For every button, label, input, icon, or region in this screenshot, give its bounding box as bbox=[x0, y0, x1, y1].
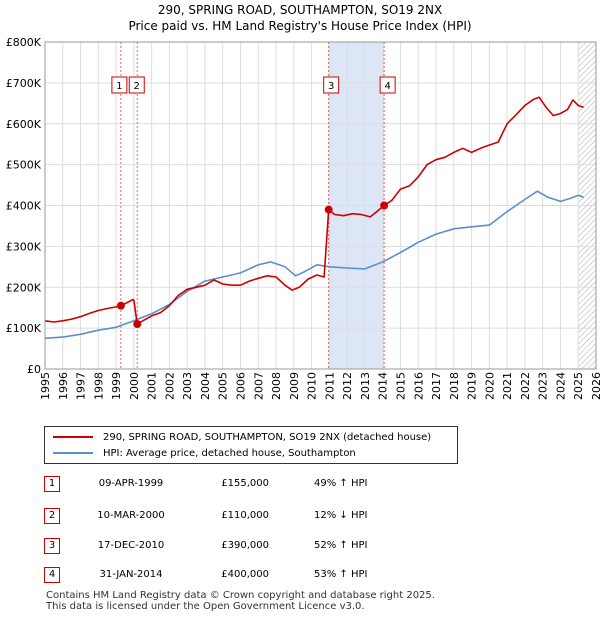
y-tick-label: £800K bbox=[6, 36, 42, 49]
attribution: Contains HM Land Registry data © Crown c… bbox=[46, 590, 435, 612]
transaction-hpi-change: 49% ↑ HPI bbox=[314, 478, 368, 489]
x-tick-label: 2011 bbox=[323, 372, 336, 400]
marker-number-box bbox=[323, 76, 340, 94]
property-price-line bbox=[44, 96, 584, 325]
y-tick-label: £300K bbox=[6, 240, 42, 253]
legend-label-hpi: HPI: Average price, detached house, Sout… bbox=[103, 447, 356, 459]
y-tick-label: £400K bbox=[6, 200, 42, 213]
legend-item-hpi: HPI: Average price, detached house, Sout… bbox=[53, 446, 356, 460]
marker-number-box bbox=[379, 76, 396, 94]
x-tick-label: 2021 bbox=[501, 372, 514, 400]
x-tick-label: 2025 bbox=[572, 372, 585, 400]
y-tick-label: £200K bbox=[6, 281, 42, 294]
x-tick-label: 2016 bbox=[412, 372, 425, 400]
transaction-hpi-change: 12% ↓ HPI bbox=[314, 510, 368, 521]
attribution-line-1: Contains HM Land Registry data © Crown c… bbox=[46, 590, 435, 601]
y-tick-label: £0 bbox=[27, 363, 41, 376]
price-chart: £0 £100K £200K £300K £400K £500K £600K £700K £80… bbox=[6, 36, 600, 400]
transaction-price: £110,000 bbox=[221, 510, 269, 521]
transaction-hpi-change: 53% ↑ HPI bbox=[314, 569, 368, 580]
sale-point bbox=[324, 205, 333, 214]
x-tick-label: 2019 bbox=[466, 372, 479, 400]
transaction-price: £390,000 bbox=[221, 540, 269, 551]
transaction-number-badge: 4 bbox=[44, 567, 60, 583]
x-tick-label: 2014 bbox=[377, 372, 390, 400]
transaction-date: 17-DEC-2010 bbox=[97, 540, 165, 551]
legend-item-property: 290, SPRING ROAD, SOUTHAMPTON, SO19 2NX … bbox=[53, 430, 431, 444]
x-tick-label: 1999 bbox=[110, 372, 123, 400]
hpi-line bbox=[44, 190, 584, 340]
marker-number-label: 4 bbox=[384, 81, 390, 92]
transaction-date: 09-APR-1999 bbox=[98, 478, 164, 489]
x-tick-label: 2012 bbox=[341, 372, 354, 400]
x-tick-label: 2008 bbox=[270, 372, 283, 400]
x-tick-label: 2002 bbox=[163, 372, 176, 400]
x-tick-label: 2006 bbox=[235, 372, 248, 400]
transaction-date: 31-JAN-2014 bbox=[99, 569, 163, 580]
transaction-number-badge: 1 bbox=[44, 476, 60, 492]
sale-point bbox=[133, 320, 142, 329]
marker-number-label: 3 bbox=[328, 81, 334, 92]
transaction-row: 4 31-JAN-2014 £400,000 53% ↑ HPI bbox=[44, 567, 564, 585]
x-tick-label: 2020 bbox=[483, 372, 496, 400]
x-tick-label: 2022 bbox=[519, 372, 532, 400]
legend-swatch-red bbox=[53, 436, 93, 438]
x-tick-label: 2024 bbox=[554, 372, 567, 400]
x-tick-label: 2026 bbox=[590, 372, 600, 400]
transaction-row: 3 17-DEC-2010 £390,000 52% ↑ HPI bbox=[44, 538, 564, 556]
x-tick-label: 2023 bbox=[537, 372, 550, 400]
transaction-number-badge: 2 bbox=[44, 508, 60, 524]
sale-point bbox=[116, 301, 125, 310]
legend-swatch-blue bbox=[53, 452, 93, 454]
x-tick-label: 2010 bbox=[306, 372, 319, 400]
transaction-row: 2 10-MAR-2000 £110,000 12% ↓ HPI bbox=[44, 508, 564, 526]
chart-title: 290, SPRING ROAD, SOUTHAMPTON, SO19 2NX bbox=[157, 3, 443, 17]
x-tick-label: 2009 bbox=[288, 372, 301, 400]
transaction-hpi-change: 52% ↑ HPI bbox=[314, 540, 368, 551]
y-tick-label: £500K bbox=[6, 159, 42, 172]
plot-border bbox=[44, 41, 597, 370]
transaction-price: £400,000 bbox=[221, 569, 269, 580]
x-tick-label: 1996 bbox=[57, 372, 70, 400]
attribution-line-2: This data is licensed under the Open Gov… bbox=[46, 601, 365, 612]
transaction-number-badge: 3 bbox=[44, 538, 60, 554]
marker-number-label: 2 bbox=[134, 81, 140, 92]
x-tick-label: 2015 bbox=[394, 372, 407, 400]
x-tick-label: 1997 bbox=[75, 372, 88, 400]
legend-label-property: 290, SPRING ROAD, SOUTHAMPTON, SO19 2NX … bbox=[103, 431, 432, 443]
sale-point bbox=[380, 201, 389, 210]
y-tick-label: £600K bbox=[6, 118, 42, 131]
y-tick-label: £700K bbox=[6, 77, 42, 90]
x-tick-label: 1995 bbox=[39, 372, 52, 400]
x-tick-label: 2004 bbox=[199, 372, 212, 400]
x-tick-label: 1998 bbox=[92, 372, 105, 400]
x-tick-label: 2007 bbox=[252, 372, 265, 400]
transaction-date: 10-MAR-2000 bbox=[97, 510, 165, 521]
transaction-row: 1 09-APR-1999 £155,000 49% ↑ HPI bbox=[44, 476, 564, 494]
legend: 290, SPRING ROAD, SOUTHAMPTON, SO19 2NX … bbox=[44, 426, 458, 464]
y-tick-label: £100K bbox=[6, 322, 42, 335]
x-tick-label: 2003 bbox=[181, 372, 194, 400]
x-tick-label: 2000 bbox=[128, 372, 141, 400]
marker-number-box bbox=[111, 76, 128, 94]
marker-number-box bbox=[128, 76, 145, 94]
transaction-price: £155,000 bbox=[221, 478, 269, 489]
marker-number-label: 1 bbox=[116, 81, 122, 92]
chart-subtitle: Price paid vs. HM Land Registry's House … bbox=[128, 19, 472, 33]
x-tick-label: 2001 bbox=[146, 372, 159, 400]
x-tick-label: 2018 bbox=[448, 372, 461, 400]
x-tick-label: 2005 bbox=[217, 372, 230, 400]
x-tick-label: 2017 bbox=[430, 372, 443, 400]
x-tick-label: 2013 bbox=[359, 372, 372, 400]
